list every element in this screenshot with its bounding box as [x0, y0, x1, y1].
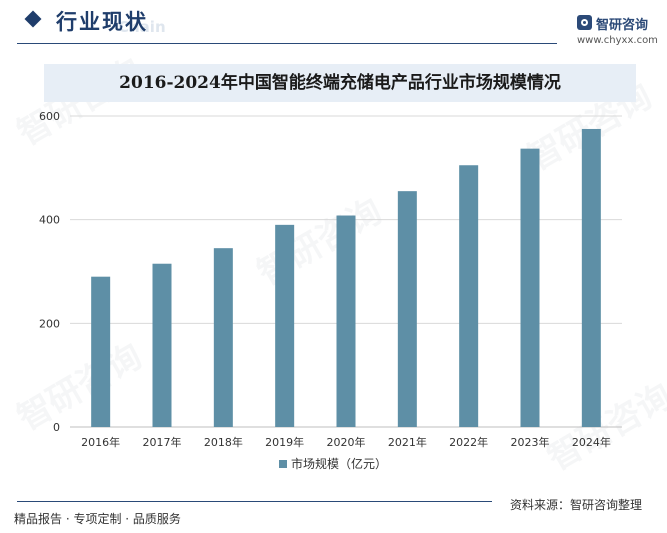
legend-label: 市场规模（亿元） [291, 456, 387, 471]
x-tick-label: 2023年 [511, 435, 550, 449]
x-tick-label: 2020年 [327, 435, 366, 449]
logo-url: www.chyxx.com [577, 35, 658, 46]
logo-icon [577, 15, 592, 30]
chart-title-band: 2016-2024年中国智能终端充储电产品行业市场规模情况 [44, 64, 636, 102]
bar [520, 148, 540, 427]
bar [397, 191, 417, 427]
logo-name: 智研咨询 [596, 18, 649, 33]
bar [459, 165, 479, 427]
brand-logo: 智研咨询 www.chyxx.com [577, 14, 662, 50]
y-tick-label: 0 [53, 421, 60, 434]
x-tick-label: 2016年 [81, 435, 120, 449]
x-tick-label: 2019年 [265, 435, 304, 449]
x-tick-label: 2022年 [449, 435, 488, 449]
x-tick-label: 2017年 [143, 435, 182, 449]
header: Chain 行业现状 智研咨询 www.chyxx.com [0, 0, 667, 50]
bar [275, 224, 295, 427]
legend-swatch [279, 460, 287, 468]
bar [336, 215, 356, 427]
bar [152, 263, 172, 427]
y-tick-label: 200 [39, 317, 60, 330]
y-tick-label: 600 [39, 110, 60, 123]
y-tick-label: 400 [39, 214, 60, 227]
bar [91, 276, 111, 427]
header-divider [17, 43, 557, 44]
bar [581, 128, 601, 428]
footer-divider [17, 501, 492, 502]
chart-title: 2016-2024年中国智能终端充储电产品行业市场规模情况 [119, 73, 561, 93]
x-tick-label: 2021年 [388, 435, 427, 449]
data-source: 资料来源：智研咨询整理 [510, 498, 643, 512]
section-title-en: Chain [118, 18, 166, 36]
section-title: 行业现状 [56, 10, 148, 34]
bar [213, 248, 233, 427]
footer-slogan: 精品报告 · 专项定制 · 品质服务 [14, 512, 181, 526]
x-tick-label: 2018年 [204, 435, 243, 449]
x-tick-label: 2024年 [572, 435, 611, 449]
